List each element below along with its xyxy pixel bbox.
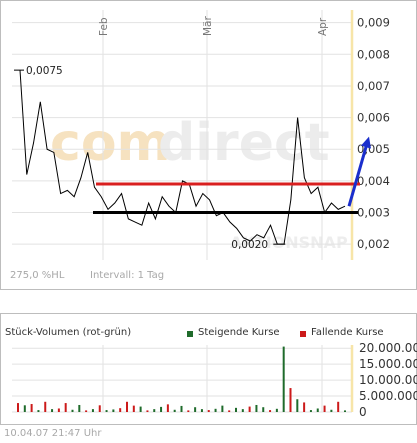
y-tick-label: 0,002	[357, 237, 390, 251]
volume-bar	[44, 401, 47, 412]
volume-bar	[344, 410, 346, 412]
volume-bar	[187, 410, 190, 412]
volume-bar	[309, 410, 312, 412]
volume-bar	[160, 406, 163, 412]
watermark-com: com	[50, 113, 171, 173]
volume-bar	[337, 401, 340, 412]
volume-bar	[139, 406, 142, 412]
volume-bar	[303, 402, 306, 412]
y-tick-label: 0,003	[357, 206, 390, 220]
vol-y-tick-label: 15.000.000	[359, 357, 417, 371]
volume-bar	[126, 401, 128, 412]
vol-y-tick-label: 20.000.000	[359, 341, 417, 355]
price-line	[19, 70, 346, 245]
volume-bar	[289, 388, 292, 412]
volume-title: Stück-Volumen (rot-grün)	[5, 327, 132, 338]
y-tick-label: 0,004	[357, 174, 390, 188]
volume-bar	[275, 408, 278, 412]
vol-y-tick-label: 5.000.000	[359, 389, 417, 403]
volume-bar	[241, 409, 244, 412]
annotation-max: 0,0075	[26, 65, 63, 77]
x-tick-label: Apr	[317, 17, 329, 36]
trend-arrow-head	[361, 136, 371, 149]
watermark-direct: direct	[158, 113, 330, 173]
volume-bar	[23, 405, 26, 412]
watermark-aktionsnap: AKTIONSNAP	[230, 233, 348, 252]
volume-bar	[105, 410, 108, 412]
legend-down-swatch	[300, 331, 306, 337]
volume-bar	[207, 410, 210, 412]
volume-bar	[235, 407, 237, 412]
volume-bar	[296, 399, 299, 412]
volume-bar	[194, 407, 197, 412]
legend-up-swatch	[187, 331, 193, 337]
y-tick-label: 0,006	[357, 111, 390, 125]
x-tick-label: Mär	[202, 16, 214, 36]
volume-bar	[180, 405, 183, 412]
volume-bar	[132, 405, 135, 412]
volume-bar	[78, 404, 81, 412]
volume-bar	[214, 408, 217, 412]
vol-y-tick-label: 10.000.000	[359, 373, 417, 387]
volume-bar	[166, 404, 169, 412]
volume-bar	[228, 410, 231, 412]
volume-bar	[98, 405, 101, 412]
y-tick-label: 0,008	[357, 47, 390, 61]
volume-bar	[119, 408, 122, 412]
y-tick-label: 0,007	[357, 79, 390, 93]
volume-bar	[323, 405, 326, 412]
volume-bar	[173, 409, 176, 412]
price-chart-panel	[0, 0, 417, 290]
volume-bar	[316, 408, 319, 412]
interval-label: Intervall: 1 Tag	[90, 270, 165, 281]
volume-bar	[248, 406, 251, 412]
volume-bar	[146, 410, 149, 412]
vol-y-tick-label: 0	[359, 405, 367, 419]
trend-arrow-shaft	[347, 143, 369, 207]
volume-bar	[282, 346, 285, 412]
volume-bar	[262, 407, 265, 412]
volume-bar	[17, 403, 19, 412]
volume-bar	[330, 409, 333, 412]
volume-bar	[85, 410, 88, 412]
volume-bar	[200, 409, 203, 412]
timestamp: 10.04.07 21:47 Uhr	[4, 428, 102, 439]
legend-down-label: Fallende Kurse	[311, 327, 384, 338]
volume-bar	[153, 409, 156, 412]
volume-bar	[64, 403, 67, 412]
legend-up-label: Steigende Kurse	[198, 327, 280, 338]
annotation-min: 0,0020	[231, 239, 268, 251]
volume-bar	[71, 409, 74, 412]
volume-bar	[37, 410, 40, 412]
volume-bar	[51, 409, 54, 412]
volume-bar	[221, 405, 224, 412]
x-tick-label: Feb	[98, 17, 110, 36]
volume-chart-panel	[0, 313, 417, 425]
volume-bar	[91, 409, 94, 412]
volume-bar	[112, 409, 115, 412]
volume-bar	[30, 404, 33, 412]
volume-bar	[57, 408, 60, 412]
y-tick-label: 0,009	[357, 16, 390, 30]
volume-bar	[255, 404, 258, 412]
volume-bar	[269, 410, 272, 412]
hl-label: 275,0 %HL	[10, 270, 65, 281]
